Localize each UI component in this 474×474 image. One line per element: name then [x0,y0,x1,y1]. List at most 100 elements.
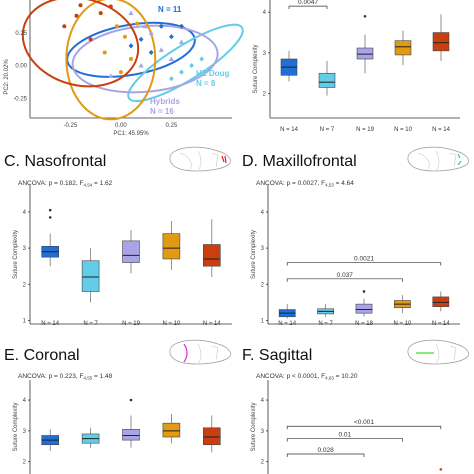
significance-bracket [286,278,403,282]
pca-point [135,21,140,26]
pca-point [74,13,79,18]
outlier-point [362,290,366,293]
box-3 [355,303,373,314]
outlier-point [363,14,367,18]
box-5 [432,32,450,52]
sample-size-label: N = 10 [162,321,181,327]
box-2 [81,260,100,292]
pca-point [128,43,134,49]
significance-bracket [288,5,328,10]
pca-point [122,34,127,39]
y-axis-label: Suture Complexity [13,230,19,279]
pca-point [179,69,184,75]
pca-point [179,23,184,29]
pca-ellipse-2 [127,23,244,103]
sample-size-label: N = 10 [394,127,413,133]
pca-point [88,37,93,42]
pca-point [114,24,119,29]
sample-size-label: N = 14 [432,127,451,133]
box-panel-B: 2 3 4 Suture Complexity N = 14 N = 7 N = 19 N =… [253,0,460,133]
stat-coronal: ANCOVA: p = 0.223, F4,55 = 1.48 [18,373,113,381]
outlier-point [48,216,52,219]
skull-inset-coronal [169,339,231,365]
box-3 [122,429,140,441]
y-axis-label: Suture Complexity [251,402,257,451]
box-2 [318,72,336,88]
pca-point [158,47,164,52]
significance-label: 0.0047 [298,0,318,6]
sample-size-label: N = 14 [278,321,297,327]
pca-point [102,50,107,55]
sample-size-label: N = 10 [393,321,412,327]
pca-point [128,10,134,16]
pca-point [108,73,114,79]
pca-legend-label: N = 8 [196,79,216,88]
sample-size-label: N = 7 [318,321,333,327]
y-tick-label: 4 [261,210,265,216]
y-tick-label: 4 [23,210,27,216]
box-5 [203,244,221,267]
title-maxillofrontal: D. Maxillofrontal [242,153,357,170]
y-tick-label: 2 [261,460,265,466]
pca-point [142,23,148,29]
significance-bracket [286,425,442,430]
stat-sagittal: ANCOVA: p < 0.0001, F4,63 = 10.20 [256,373,358,381]
y-tick-label: 1 [23,318,27,324]
significance-label: <0.001 [354,419,374,426]
sample-size-label: N = 14 [432,321,451,327]
title-sagittal: F. Sagittal [242,347,312,364]
pca-point [158,23,164,29]
y-tick-label: 2 [23,282,27,288]
y-axis-label: Suture Complexity [13,402,19,451]
skull-inset-maxillofrontal [407,146,469,172]
significance-label: 0.037 [337,272,354,279]
pca-point [118,70,123,75]
box-4 [162,422,181,438]
y-tick-label: 4 [23,398,27,404]
outlier-point [129,398,133,402]
pca-point [138,62,144,68]
sample-size-label: N = 19 [356,127,375,133]
y-axis-label: Suture Complexity [253,44,259,93]
box-5 [432,296,450,307]
pca-point [169,76,174,82]
box-panel-C: 1 2 3 4 Suture Complexity N = 14 N = 7 N = 19 N … [13,185,232,327]
y-tick-label: 3 [263,51,267,57]
sample-size-label: N = 7 [83,321,98,327]
sample-size-label: N = 19 [122,321,141,327]
charts-layer: -0.25 0.00 0.25 0.25 0.00 -0.25 PC1: 45.95% PC2… [4,0,460,474]
box-5 [203,427,221,446]
box-4 [394,40,412,56]
skull-inset-nasofrontal [169,146,231,172]
significance-label: 0.028 [317,447,334,454]
pca-panel: -0.25 0.00 0.25 0.25 0.00 -0.25 PC1: 45.95% PC2… [4,0,244,137]
title-coronal: E. Coronal [4,347,80,364]
pca-point [129,57,133,61]
box-panel-E: 2 3 4 Suture Complexity [13,380,221,474]
y-tick-label: 4 [261,398,265,404]
pca-y-tick-label: -0.25 [13,96,27,102]
significance-label: 0.01 [338,432,351,439]
pca-legend-label: N = 11 [158,5,182,14]
y-tick-label: 3 [261,246,265,252]
significance-label: 0.0021 [354,256,374,263]
pca-point [189,62,194,69]
pca-point [178,39,185,44]
outlier-point [439,468,443,471]
box-3 [356,47,374,60]
y-tick-label: 1 [261,318,265,324]
stat-nasofrontal: ANCOVA: p = 0.182, F4,54 = 1.62 [18,180,113,188]
pca-point [168,56,174,61]
significance-bracket [286,453,365,457]
sample-size-label: N = 14 [41,321,60,327]
title-nasofrontal: C. Nasofrontal [4,153,106,170]
sample-size-label: N = 14 [280,127,299,133]
y-tick-label: 3 [261,429,265,435]
pca-x-tick-label: -0.25 [64,123,78,129]
stat-maxillofrontal: ANCOVA: p = 0.0027, F4,53 = 4.64 [256,180,354,188]
y-axis-label: Suture Complexity [251,230,257,279]
sample-size-label: N = 18 [355,321,374,327]
pca-point [169,34,174,40]
